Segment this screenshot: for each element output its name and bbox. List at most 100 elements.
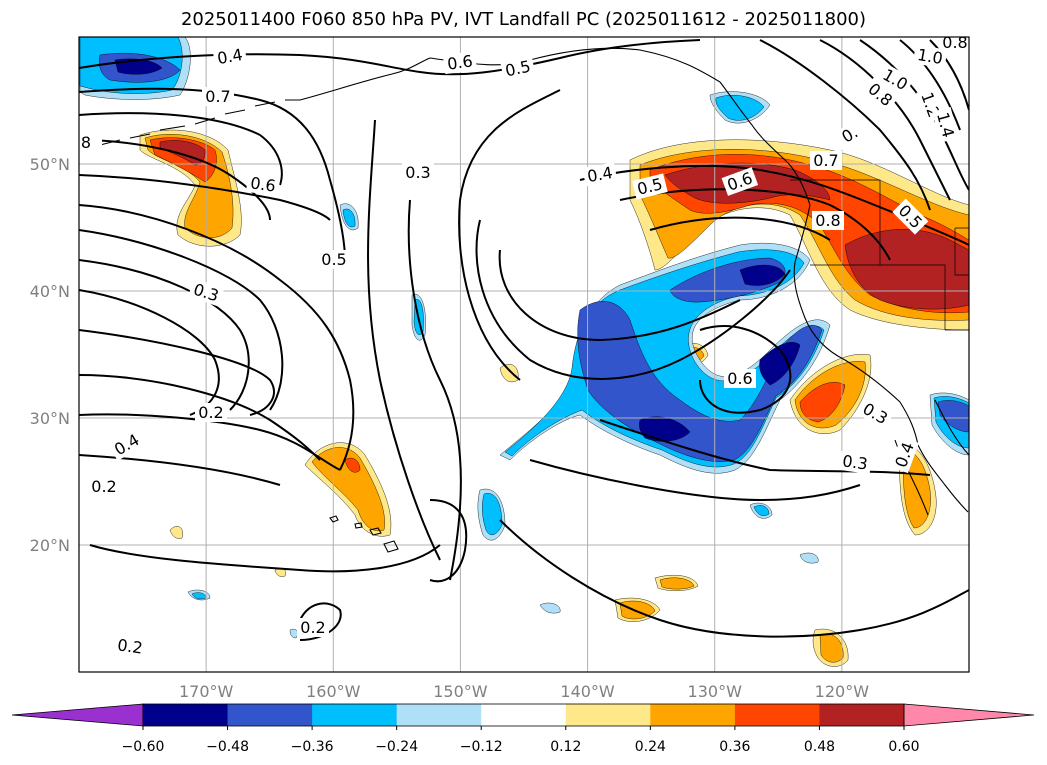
colorbar-segment bbox=[819, 704, 905, 726]
contour-label-bg bbox=[442, 50, 478, 75]
contour-label: 0.8 bbox=[815, 211, 840, 230]
hawaii-islands bbox=[329, 515, 399, 553]
shaded-region-negative bbox=[577, 301, 823, 462]
shaded-region-negative bbox=[739, 264, 786, 286]
coastlines bbox=[99, 47, 969, 553]
colorbar-segment bbox=[312, 704, 398, 726]
colorbar-segment bbox=[143, 704, 229, 726]
contour-label: 0.3 bbox=[405, 163, 430, 182]
contour-label: 0.8 bbox=[942, 33, 967, 52]
shaded-region-negative bbox=[753, 505, 770, 516]
lon-tick-label: 120°W bbox=[815, 682, 870, 701]
lat-tick-label: 50°N bbox=[30, 155, 70, 174]
colorbar-segment bbox=[734, 704, 820, 726]
shaded-region-negative bbox=[539, 602, 561, 614]
figure-title: 2025011400 F060 850 hPa PV, IVT Landfall… bbox=[180, 9, 867, 30]
contour-label-bg bbox=[831, 118, 869, 151]
contour-label: 0.2 bbox=[198, 403, 223, 422]
colorbar-tick-label: −0.60 bbox=[122, 739, 165, 755]
contour-label-bg bbox=[932, 106, 959, 143]
contour-label: 0.5 bbox=[503, 57, 532, 81]
contour-label-bg bbox=[202, 87, 234, 106]
contour-label: 0.4 bbox=[586, 163, 614, 186]
colorbar-segment bbox=[227, 704, 313, 726]
lon-tick-label: 160°W bbox=[306, 682, 361, 701]
shaded-region-positive bbox=[819, 633, 844, 663]
contour-label-bg bbox=[112, 634, 148, 659]
contour-label-bg bbox=[721, 167, 759, 196]
colorbar: −0.60 −0.48 −0.36 −0.24 −0.12 0.12 0.24 0.36 0.4… bbox=[11, 703, 1035, 755]
colorbar-tick-label: −0.36 bbox=[291, 739, 334, 755]
contour-label-bg bbox=[837, 450, 873, 475]
shaded-region-positive bbox=[344, 457, 361, 473]
colorbar-frame bbox=[142, 703, 905, 727]
contour-label-bg bbox=[892, 198, 929, 235]
shaded-region-positive bbox=[499, 364, 519, 383]
contour-label-bg bbox=[188, 278, 225, 307]
coastline-us-west bbox=[793, 204, 919, 446]
contour-label-bg bbox=[297, 618, 329, 637]
contour-label-bg bbox=[810, 151, 842, 170]
contour-label-bg bbox=[876, 63, 914, 96]
contour-label-bg bbox=[500, 55, 536, 82]
axis-labels: 170°W 160°W 150°W 140°W 130°W 120°W 20°N 30°N 40… bbox=[30, 155, 870, 701]
lon-tick-label: 150°W bbox=[433, 682, 488, 701]
colorbar-tick-label: 0.60 bbox=[888, 739, 919, 755]
contour-label: 8 bbox=[81, 133, 91, 152]
contour-label-bg bbox=[856, 397, 894, 430]
contour-label: 0.7 bbox=[813, 151, 838, 170]
pv-contours bbox=[79, 39, 969, 641]
shaded-region-negative bbox=[759, 342, 801, 386]
shaded-region-negative bbox=[799, 552, 819, 564]
contour-label-bg bbox=[890, 436, 919, 474]
contour-label-bg bbox=[724, 369, 756, 388]
contour-label: 0.6 bbox=[727, 369, 752, 388]
contour-label: 0.6 bbox=[446, 51, 474, 73]
colorbar-tick-label: 0.24 bbox=[635, 739, 666, 755]
shaded-region-positive bbox=[169, 526, 183, 539]
contour-label-bg bbox=[245, 172, 281, 197]
contour-label: 0.5 bbox=[321, 250, 346, 269]
contour-label: 0.2 bbox=[116, 635, 144, 657]
colorbar-segment bbox=[565, 704, 651, 726]
shaded-region-positive bbox=[311, 447, 385, 532]
colorbar-segment bbox=[650, 704, 736, 726]
colorbar-tick-label: 0.48 bbox=[804, 739, 835, 755]
contour-label: 1.0 bbox=[916, 45, 944, 68]
shaded-region-positive bbox=[844, 229, 969, 310]
coastline-aleutians bbox=[99, 99, 300, 146]
shaded-region-positive bbox=[659, 577, 695, 590]
contour-label: 0.4 bbox=[216, 45, 244, 68]
contour-label-bg bbox=[195, 403, 227, 422]
contour-label-bg bbox=[70, 133, 102, 152]
state-borders bbox=[790, 179, 969, 331]
colorbar-segment bbox=[481, 704, 567, 726]
lat-tick-label: 40°N bbox=[30, 282, 70, 301]
contour-label: 0.2 bbox=[300, 618, 325, 637]
contour-label-bg bbox=[582, 162, 618, 187]
contour-label-bg bbox=[108, 428, 146, 461]
coastline-mexico bbox=[934, 399, 969, 456]
coastline-british-columbia bbox=[719, 81, 811, 206]
shaded-region-positive bbox=[799, 382, 846, 423]
lon-tick-label: 130°W bbox=[688, 682, 743, 701]
contour-label: 0.6 bbox=[249, 173, 277, 195]
lon-tick-label: 140°W bbox=[560, 682, 615, 701]
contour-label: 0.2 bbox=[91, 477, 116, 496]
lat-tick-label: 20°N bbox=[30, 536, 70, 555]
contour-label-bg bbox=[212, 44, 248, 69]
contour-label-bg bbox=[939, 33, 971, 52]
shaded-fields bbox=[79, 37, 969, 667]
colorbar-tick-label: −0.24 bbox=[375, 739, 418, 755]
contour-label-bg bbox=[861, 77, 899, 113]
shaded-region-negative bbox=[114, 58, 163, 75]
lon-tick-label: 170°W bbox=[179, 682, 234, 701]
colorbar-tick-label: 0.12 bbox=[550, 739, 581, 755]
colorbar-tick-label: 0.36 bbox=[719, 739, 750, 755]
contour-label-bg bbox=[632, 173, 668, 200]
colorbar-tick-label: −0.12 bbox=[460, 739, 503, 755]
contour-label-bg bbox=[812, 211, 844, 230]
colorbar-segment bbox=[396, 704, 482, 726]
contour-label-bg bbox=[88, 477, 120, 496]
